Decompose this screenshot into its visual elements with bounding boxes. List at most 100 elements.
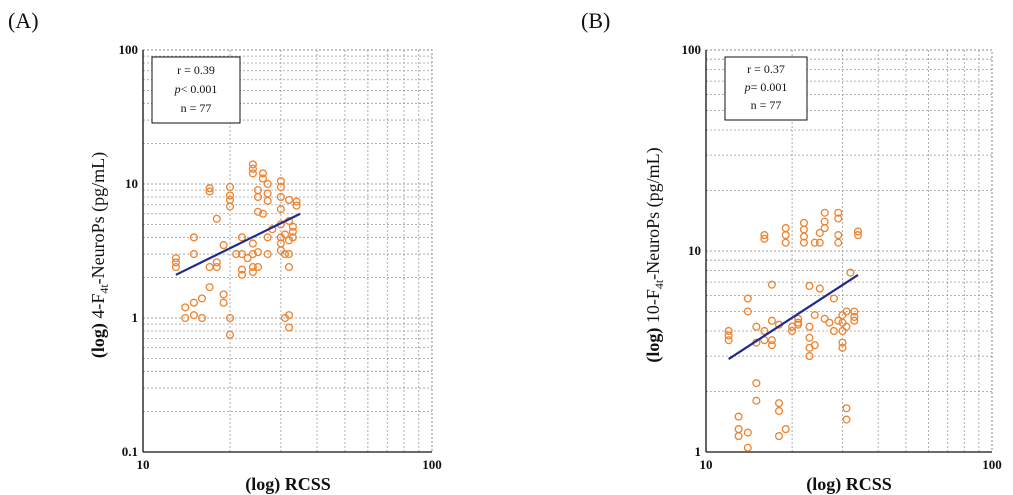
scatter-point [743, 428, 752, 437]
scatter-point [189, 298, 198, 307]
scatter-point [815, 238, 824, 247]
scatter-point [743, 294, 752, 303]
scatter-point [205, 184, 214, 193]
scatter-point [842, 307, 851, 316]
scatter-point [805, 281, 814, 291]
scatter-point [767, 341, 776, 350]
scatter-points-b [724, 208, 863, 452]
scatter-point [288, 227, 297, 236]
scatter-point [258, 209, 267, 218]
scatter-point [834, 208, 843, 217]
scatter-point [253, 186, 263, 195]
scatter-point [829, 294, 838, 303]
y-axis-main-b: 10-F [643, 289, 663, 323]
scatter-point [734, 412, 743, 421]
scatter-point [189, 311, 198, 320]
x-tick-label: 10 [700, 457, 713, 472]
scatter-point [850, 312, 859, 321]
scatter-point [171, 258, 180, 267]
scatter-point [263, 250, 272, 259]
scatter-point [205, 283, 214, 292]
scatter-point [237, 250, 247, 259]
scatter-point [243, 254, 252, 263]
scatter-point [205, 263, 214, 272]
scatter-point [248, 164, 257, 173]
x-tick-label: 10 [137, 457, 150, 472]
scatter-point [842, 322, 851, 331]
scatter-point [263, 196, 272, 205]
x-tick-label: 100 [982, 457, 1002, 472]
y-axis-prefix-b: (log) [643, 328, 664, 363]
scatter-point [834, 214, 843, 223]
scatter-point [284, 311, 294, 320]
scatter-point [846, 268, 855, 277]
scatter-point [225, 182, 235, 192]
scatter-point [197, 294, 207, 303]
scatter-point [774, 399, 784, 408]
scatter-point [205, 187, 214, 196]
axis-ticks-a: 10 100 0.1 1 10 100 [119, 42, 442, 472]
scatter-point [810, 341, 819, 350]
scatter-point [225, 313, 235, 323]
scatter-point [838, 318, 847, 327]
scatter-point [820, 208, 829, 217]
scatter-point [752, 379, 761, 388]
panel-label-a: (A) [8, 8, 39, 33]
scatter-point [781, 238, 790, 247]
y-tick-label: 100 [682, 42, 702, 57]
scatter-points-a [171, 160, 301, 339]
scatter-point [276, 239, 285, 248]
x-axis-prefix-a: (log) [245, 474, 280, 495]
trendline-b [728, 274, 859, 360]
scatter-point [219, 241, 228, 250]
scatter-point [838, 338, 847, 347]
y-axis-label-b: (log) 10-F4t-NeuroPs (pg/mL) [643, 147, 666, 362]
scatter-point [237, 233, 247, 242]
scatter-point [258, 174, 267, 183]
scatter-point [212, 263, 221, 272]
scatter-point [181, 303, 190, 312]
scatter-point [815, 228, 824, 237]
scatter-point [248, 160, 257, 169]
stat-p-a: p< 0.001 [174, 82, 218, 96]
scatter-point [181, 313, 190, 323]
scatter-point [253, 248, 263, 257]
scatter-point [820, 217, 829, 226]
scatter-point [248, 263, 257, 272]
stats-box-a: r = 0.39 p< 0.001 n = 77 [151, 56, 241, 124]
scatter-point [838, 326, 847, 336]
plot-grid-b [705, 49, 993, 453]
scatter-point [237, 270, 247, 279]
scatter-point [834, 231, 843, 240]
scatter-point [842, 404, 851, 413]
scatter-point [219, 290, 228, 299]
scatter-point [805, 322, 814, 331]
scatter-point [225, 330, 235, 339]
scatter-point [248, 239, 257, 248]
y-axis-tail-b: -NeuroPs (pg/mL) [643, 147, 664, 279]
scatter-point [189, 250, 198, 259]
scatter-point [781, 231, 790, 240]
scatter-point [752, 322, 761, 331]
scatter-point [760, 326, 769, 336]
stat-p-b: p= 0.001 [744, 80, 788, 94]
scatter-point [258, 169, 267, 178]
scatter-point [276, 205, 285, 214]
scatter-point [820, 224, 829, 233]
x-axis-label-b: (log) RCSS [806, 474, 892, 495]
scatter-point [276, 192, 285, 202]
scatter-point [774, 432, 784, 441]
stat-p-symbol-b: p [744, 80, 751, 94]
scatter-point [820, 314, 829, 323]
scatter-point [280, 230, 290, 239]
scatter-point [248, 268, 257, 277]
y-axis-sub-b: 4t [652, 279, 666, 289]
y-axis-main-a: 4-F [88, 294, 108, 319]
scatter-point [237, 265, 247, 274]
scatter-point [292, 197, 301, 206]
scatter-point [212, 214, 221, 223]
scatter-point [225, 195, 235, 205]
stat-n-a: n = 77 [181, 101, 212, 115]
